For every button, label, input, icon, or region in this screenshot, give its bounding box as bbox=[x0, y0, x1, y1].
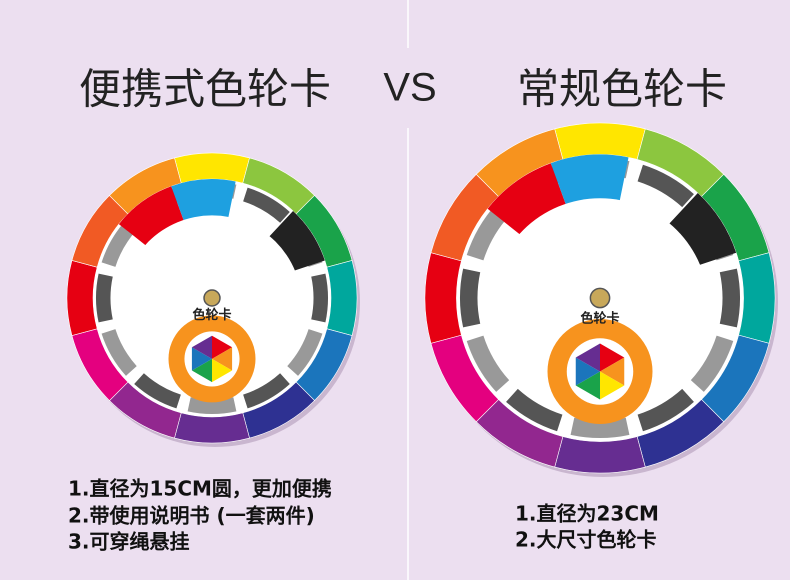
outer-segment bbox=[738, 252, 776, 344]
shade-segment bbox=[287, 329, 323, 376]
outer-segment bbox=[66, 260, 98, 336]
wheel-label: 色轮卡 bbox=[192, 307, 231, 323]
wheel-label: 色轮卡 bbox=[580, 311, 619, 327]
wheels: 色轮卡 色轮卡 bbox=[66, 122, 778, 477]
hexagon-part bbox=[191, 335, 212, 359]
shade-segment bbox=[719, 268, 740, 328]
grommet bbox=[203, 289, 221, 307]
hexagon-part bbox=[575, 357, 600, 386]
right-feature: 1.直径为23CM bbox=[515, 502, 659, 526]
hexagon-part bbox=[575, 343, 600, 372]
hexagon-part bbox=[600, 371, 625, 400]
left-feature: 1.直径为15CM圆，更加便携 bbox=[68, 477, 332, 501]
shade-segment bbox=[460, 268, 481, 328]
outer-segment bbox=[554, 122, 646, 160]
hexagon-part bbox=[212, 335, 233, 359]
shade-segment bbox=[466, 335, 510, 392]
shade-segment bbox=[134, 373, 181, 409]
outer-segment bbox=[174, 412, 250, 444]
right-title: 常规色轮卡 bbox=[517, 65, 727, 114]
shade-segment bbox=[95, 273, 113, 323]
shade-segment bbox=[466, 204, 510, 261]
vs-label: VS bbox=[383, 66, 436, 110]
left-title: 便携式色轮卡 bbox=[79, 65, 331, 114]
outer-segment bbox=[424, 252, 462, 344]
shade-segment bbox=[570, 417, 630, 438]
shade-segment bbox=[101, 220, 137, 267]
hexagon-part bbox=[212, 358, 233, 383]
hexagon-part bbox=[191, 347, 212, 371]
grommet bbox=[589, 287, 611, 309]
shade-segment bbox=[506, 388, 563, 432]
left-feature: 2.带使用说明书 (一套两件) bbox=[68, 504, 315, 528]
hexagon-part bbox=[600, 343, 625, 372]
outer-segment bbox=[326, 260, 358, 336]
shade-segment bbox=[690, 335, 734, 392]
shade-segment bbox=[243, 373, 290, 409]
hexagon-part bbox=[575, 371, 600, 400]
shade-segment bbox=[243, 187, 290, 223]
shade-segment bbox=[637, 164, 694, 208]
shade-segment bbox=[101, 329, 137, 376]
hexagon-part bbox=[600, 357, 625, 386]
right-feature: 2.大尺寸色轮卡 bbox=[515, 528, 657, 552]
shade-segment bbox=[311, 273, 328, 323]
hexagon-part bbox=[212, 347, 233, 371]
shade-segment bbox=[637, 388, 694, 432]
shade-segment bbox=[187, 397, 237, 415]
outer-segment bbox=[174, 152, 250, 184]
hexagon-part bbox=[191, 358, 212, 383]
outer-segment bbox=[554, 436, 646, 474]
left-feature: 3.可穿绳悬挂 bbox=[68, 530, 190, 554]
